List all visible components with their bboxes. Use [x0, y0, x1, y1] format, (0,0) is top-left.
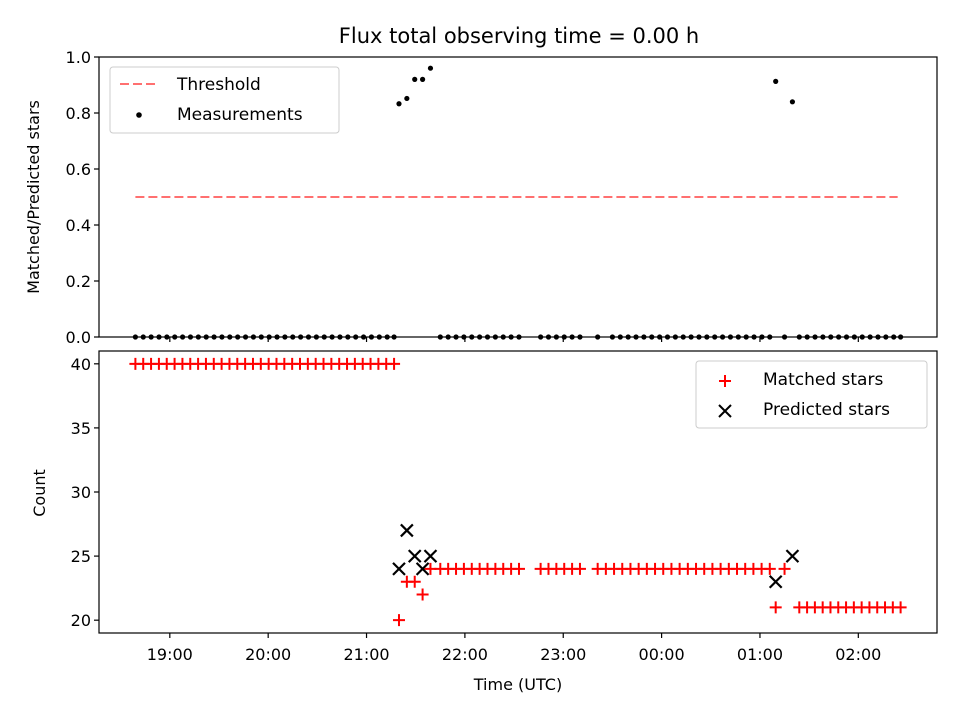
x-tick-label: 02:00 — [835, 645, 881, 664]
matched-stars-points — [129, 357, 907, 627]
matched-star-point — [769, 601, 782, 614]
top-x-ticks — [169, 337, 859, 342]
bottom-plot-frame — [98, 350, 938, 634]
top-legend: Threshold Measurements — [109, 66, 340, 134]
predicted-star-point — [415, 562, 430, 576]
predicted-star-point — [785, 549, 800, 563]
y-tick-label: 35 — [71, 419, 91, 438]
matched-star-point — [894, 601, 907, 614]
legend-matched-swatch — [719, 375, 731, 387]
matched-star-point — [778, 562, 791, 575]
measurement-point — [789, 99, 796, 105]
matched-star-point — [408, 575, 421, 588]
y-tick-label: 1.0 — [66, 48, 91, 67]
top-y-axis-label: Matched/Predicted stars — [24, 100, 43, 294]
bottom-y-ticks: 20 25 30 35 40 — [71, 355, 99, 630]
legend-predicted-label: Predicted stars — [763, 400, 890, 420]
y-tick-label: 0.0 — [66, 328, 91, 347]
matched-star-point — [573, 562, 586, 575]
x-tick-label: 23:00 — [540, 645, 586, 664]
x-tick-label: 22:00 — [442, 645, 488, 664]
bottom-y-axis-label: Count — [30, 469, 49, 517]
bottom-legend-box — [695, 360, 928, 429]
measurement-point — [396, 101, 402, 107]
y-tick-label: 0.8 — [66, 104, 91, 123]
matched-star-point — [388, 357, 401, 370]
predicted-star-point — [768, 574, 783, 589]
measurement-point — [427, 65, 434, 71]
predicted-star-point — [392, 562, 406, 576]
matched-star-point — [763, 562, 776, 575]
top-legend-box — [109, 66, 340, 134]
x-tick-label: 20:00 — [245, 645, 291, 664]
bottom-x-ticks: 19:00 20:00 21:00 22:00 23:00 00:00 01:00 02:00 — [147, 633, 881, 664]
x-tick-label: 21:00 — [343, 645, 389, 664]
x-tick-label: 19:00 — [147, 645, 193, 664]
x-tick-label: 01:00 — [737, 645, 783, 664]
top-panel: 0.0 0.2 0.4 0.6 0.8 1.0 Matched/Predicted sta… — [24, 48, 938, 347]
top-y-ticks: 0.0 0.2 0.4 0.6 0.8 1.0 — [66, 48, 99, 347]
predicted-star-point — [423, 549, 438, 563]
x-tick-label: 00:00 — [639, 645, 685, 664]
measurement-point — [773, 78, 779, 84]
measurement-points-nonzero — [396, 65, 796, 107]
measurement-point — [412, 76, 418, 82]
chart-title: Flux total observing time = 0.00 h — [339, 24, 699, 48]
y-tick-label: 30 — [71, 483, 91, 502]
y-tick-label: 25 — [71, 547, 91, 566]
measurement-point — [419, 76, 426, 82]
matched-star-point — [416, 588, 429, 601]
matched-star-point — [512, 562, 525, 575]
y-tick-label: 40 — [71, 355, 91, 374]
legend-threshold-label: Threshold — [176, 75, 261, 95]
top-plot-frame — [98, 56, 938, 338]
legend-predicted-swatch — [718, 404, 732, 418]
bottom-panel: 20 25 30 35 40 19:00 20:00 21:00 22:00 23:00 00:0… — [30, 350, 938, 694]
matched-star-point — [424, 562, 437, 575]
legend-measurements-label: Measurements — [177, 105, 303, 125]
y-tick-label: 0.4 — [66, 216, 91, 235]
predicted-star-point — [407, 549, 422, 563]
predicted-star-point — [400, 523, 414, 538]
bottom-legend: Matched stars Predicted stars — [695, 360, 928, 429]
legend-measurements-swatch — [136, 112, 142, 118]
predicted-stars-points — [392, 523, 800, 589]
legend-matched-label: Matched stars — [763, 370, 883, 390]
y-tick-label: 20 — [71, 611, 91, 630]
y-tick-label: 0.6 — [66, 160, 91, 179]
measurement-point — [404, 95, 410, 102]
matched-star-point — [392, 614, 405, 627]
y-tick-label: 0.2 — [66, 272, 91, 291]
x-axis-label: Time (UTC) — [473, 675, 562, 694]
